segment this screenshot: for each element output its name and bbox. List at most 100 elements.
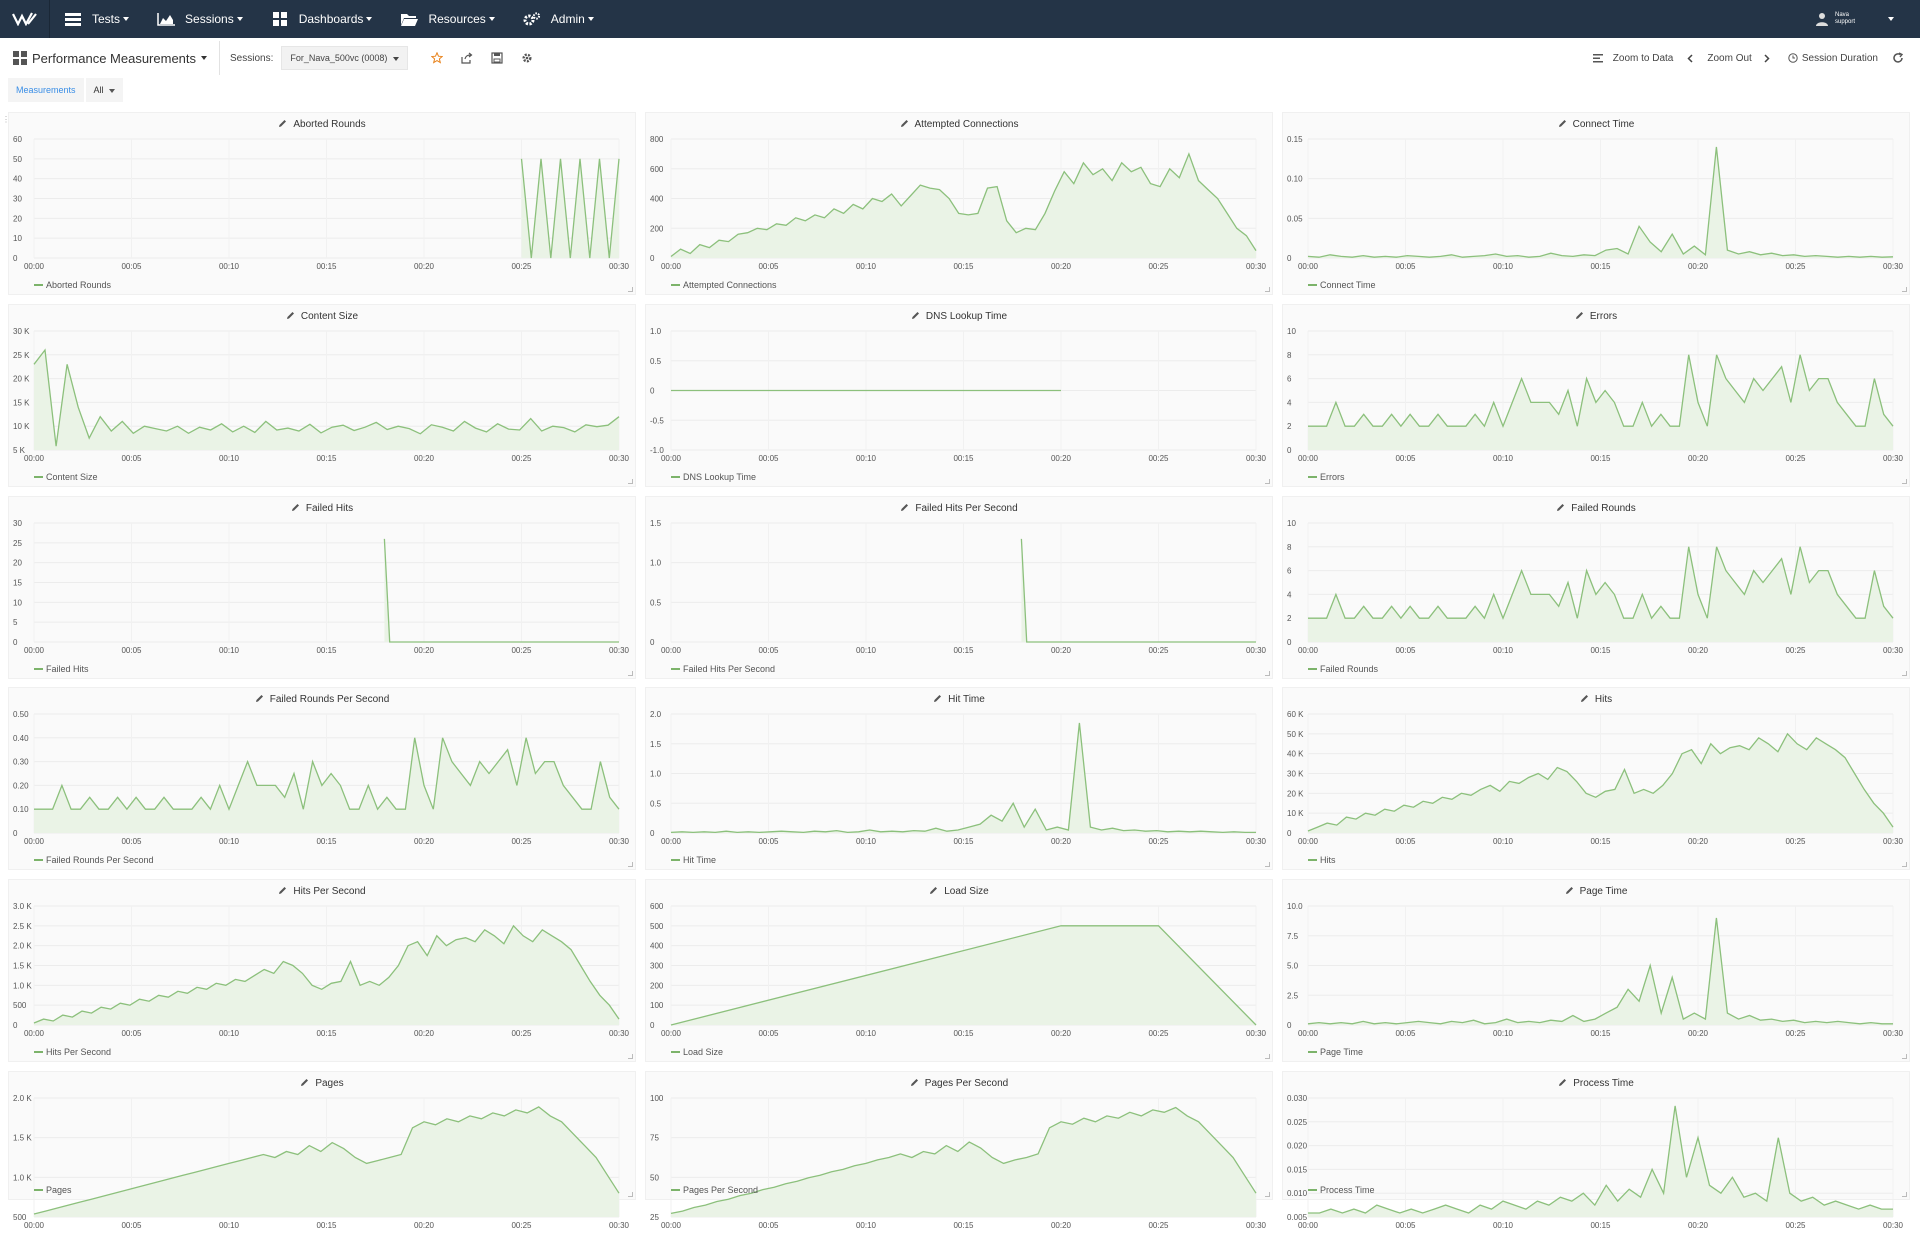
- share-icon[interactable]: [460, 51, 474, 65]
- nav-admin[interactable]: Admin: [509, 0, 608, 38]
- chart-panel[interactable]: 0.50 0.40 0.30 0.20 0.10 0 00:00 00:05 00:10 00:1…: [8, 687, 636, 870]
- legend-item[interactable]: Hit Time: [671, 855, 716, 865]
- panel-title[interactable]: Attempted Connections: [646, 119, 1272, 130]
- panel-title[interactable]: Pages: [9, 1078, 635, 1089]
- save-icon[interactable]: [490, 51, 504, 65]
- resize-handle[interactable]: [1265, 671, 1270, 676]
- nav-dashboards[interactable]: Dashboards: [257, 0, 387, 38]
- panel-title[interactable]: Hit Time: [646, 694, 1272, 705]
- legend-item[interactable]: Connect Time: [1308, 280, 1376, 290]
- chart-panel[interactable]: 0.030 0.025 0.020 0.015 0.010 0.005 00:00 00:05…: [1282, 1071, 1910, 1230]
- legend-item[interactable]: Page Time: [1308, 1047, 1363, 1057]
- legend-item[interactable]: Hits Per Second: [34, 1047, 111, 1057]
- panel-title[interactable]: Hits Per Second: [9, 886, 635, 897]
- gear-icon[interactable]: [520, 51, 534, 65]
- legend-item[interactable]: Process Time: [1308, 1185, 1375, 1195]
- resize-handle[interactable]: [628, 479, 633, 484]
- chart-panel[interactable]: 1.5 1.0 0.5 0 00:00 00:05 00:10 00:15 00:20 00:25…: [645, 496, 1273, 679]
- favorite-star-icon[interactable]: [430, 51, 444, 65]
- tag-measurements[interactable]: Measurements: [8, 78, 84, 102]
- nav-resources[interactable]: Resources: [386, 0, 508, 38]
- chart-panel[interactable]: 30 25 20 15 10 5 0 00:00 00:05 00:10 00:15 00:20 00:…: [8, 496, 636, 679]
- chart-panel[interactable]: 100 75 50 25 00:00 00:05 00:10 00:15 00:20 00:25 0…: [645, 1071, 1273, 1230]
- resize-handle[interactable]: [1902, 479, 1907, 484]
- resize-handle[interactable]: [628, 1054, 633, 1059]
- legend-item[interactable]: Pages Per Second: [671, 1185, 758, 1195]
- panel-title[interactable]: Process Time: [1283, 1078, 1909, 1089]
- legend-item[interactable]: Failed Hits: [34, 664, 89, 674]
- panel-title[interactable]: Page Time: [1283, 886, 1909, 897]
- panel-title[interactable]: Connect Time: [1283, 119, 1909, 130]
- session-duration-button[interactable]: Session Duration: [1788, 53, 1878, 64]
- tag-all-dropdown[interactable]: All: [85, 78, 124, 102]
- panel-title[interactable]: Failed Hits Per Second: [646, 503, 1272, 514]
- user-menu[interactable]: Nava support: [1815, 0, 1894, 38]
- resize-handle[interactable]: [628, 862, 633, 867]
- legend-item[interactable]: Attempted Connections: [671, 280, 777, 290]
- panel-title[interactable]: Load Size: [646, 886, 1272, 897]
- panel-title-text: Hit Time: [948, 694, 985, 705]
- zoom-out-button[interactable]: Zoom Out: [1687, 53, 1773, 64]
- chart-panel[interactable]: 2.0 1.5 1.0 0.5 0 00:00 00:05 00:10 00:15 00:20 00…: [645, 687, 1273, 870]
- legend-item[interactable]: Load Size: [671, 1047, 723, 1057]
- dashboard-title-dropdown[interactable]: Performance Measurements: [0, 38, 208, 78]
- chart-panel[interactable]: 30 K 25 K 20 K 15 K 10 K 5 K 00:00 00:05 00:10 00…: [8, 304, 636, 487]
- chart-panel[interactable]: 800 600 400 200 0 00:00 00:05 00:10 00:15 00:20 00…: [645, 112, 1273, 295]
- resize-handle[interactable]: [1265, 1054, 1270, 1059]
- chart-panel[interactable]: 2.0 K 1.5 K 1.0 K 500 00:00 00:05 00:10 00:15 00…: [8, 1071, 636, 1230]
- x-tick-label: 00:00: [1298, 1029, 1319, 1038]
- resize-handle[interactable]: [1902, 1054, 1907, 1059]
- resize-handle[interactable]: [1902, 671, 1907, 676]
- resize-handle[interactable]: [628, 671, 633, 676]
- chart-panel[interactable]: 10.0 7.5 5.0 2.5 0 00:00 00:05 00:10 00:15 00:20 0…: [1282, 879, 1910, 1062]
- chart-panel[interactable]: 0.15 0.10 0.05 0 00:00 00:05 00:10 00:15 00:20 00…: [1282, 112, 1910, 295]
- panel-title[interactable]: Pages Per Second: [646, 1078, 1272, 1089]
- refresh-button[interactable]: [1892, 52, 1908, 64]
- resize-handle[interactable]: [1265, 479, 1270, 484]
- nav-tests[interactable]: Tests: [50, 0, 143, 38]
- app-logo[interactable]: [0, 0, 50, 38]
- panel-title[interactable]: Failed Rounds Per Second: [9, 694, 635, 705]
- legend-item[interactable]: Errors: [1308, 472, 1345, 482]
- legend-item[interactable]: Aborted Rounds: [34, 280, 111, 290]
- nav-sessions[interactable]: Sessions: [143, 0, 257, 38]
- legend-item[interactable]: Failed Rounds: [1308, 664, 1378, 674]
- chart-panel[interactable]: 1.0 0.5 0 -0.5 -1.0 00:00 00:05 00:10 00:15 00:20…: [645, 304, 1273, 487]
- x-tick-label: 00:00: [661, 646, 682, 655]
- panel-title[interactable]: Hits: [1283, 694, 1909, 705]
- legend-item[interactable]: DNS Lookup Time: [671, 472, 756, 482]
- legend-item[interactable]: Pages: [34, 1185, 72, 1195]
- legend-item[interactable]: Failed Rounds Per Second: [34, 855, 154, 865]
- resize-handle[interactable]: [1265, 862, 1270, 867]
- x-tick-label: 00:15: [316, 262, 337, 271]
- legend-swatch: [1308, 859, 1317, 861]
- resize-handle[interactable]: [1265, 287, 1270, 292]
- scrollbar[interactable]: [1914, 78, 1920, 1200]
- chart-panel[interactable]: 3.0 K 2.5 K 2.0 K 1.5 K 1.0 K 500 0 00:00 00:05 0…: [8, 879, 636, 1062]
- y-tick-label: 1.0: [650, 559, 662, 568]
- panel-title[interactable]: Errors: [1283, 311, 1909, 322]
- panel-title[interactable]: Aborted Rounds: [9, 119, 635, 130]
- panel-title[interactable]: DNS Lookup Time: [646, 311, 1272, 322]
- panel-title[interactable]: Content Size: [9, 311, 635, 322]
- resize-handle[interactable]: [1902, 862, 1907, 867]
- chart-panel[interactable]: 10 8 6 4 2 0 00:00 00:05 00:10 00:15 00:20 00:25 00:…: [1282, 496, 1910, 679]
- chart-panel[interactable]: 60 50 40 30 20 10 0 00:00 00:05 00:10 00:15 00:20 00…: [8, 112, 636, 295]
- resize-handle[interactable]: [1902, 1192, 1907, 1197]
- legend-item[interactable]: Failed Hits Per Second: [671, 664, 775, 674]
- resize-handle[interactable]: [628, 287, 633, 292]
- chart-panel[interactable]: 10 8 6 4 2 0 00:00 00:05 00:10 00:15 00:20 00:25 00:…: [1282, 304, 1910, 487]
- legend-item[interactable]: Content Size: [34, 472, 98, 482]
- legend-item[interactable]: Hits: [1308, 855, 1336, 865]
- panel-title[interactable]: Failed Rounds: [1283, 503, 1909, 514]
- session-select[interactable]: For_Nava_500vc (0008): [281, 46, 408, 70]
- chart-panel[interactable]: 600 500 400 300 200 100 0 00:00 00:05 00:10 00:15 0…: [645, 879, 1273, 1062]
- zoom-to-data-button[interactable]: Zoom to Data: [1592, 53, 1673, 64]
- drag-handle[interactable]: ⋮: [2, 115, 10, 124]
- resize-handle[interactable]: [1902, 287, 1907, 292]
- chart-svg: 30 K 25 K 20 K 15 K 10 K 5 K00:00 00:05 00:10 00…: [13, 327, 630, 463]
- resize-handle[interactable]: [1265, 1192, 1270, 1197]
- chart-panel[interactable]: 60 K 50 K 40 K 30 K 20 K 10 K 0 00:00 00:05 00:10…: [1282, 687, 1910, 870]
- resize-handle[interactable]: [628, 1192, 633, 1197]
- panel-title[interactable]: Failed Hits: [9, 503, 635, 514]
